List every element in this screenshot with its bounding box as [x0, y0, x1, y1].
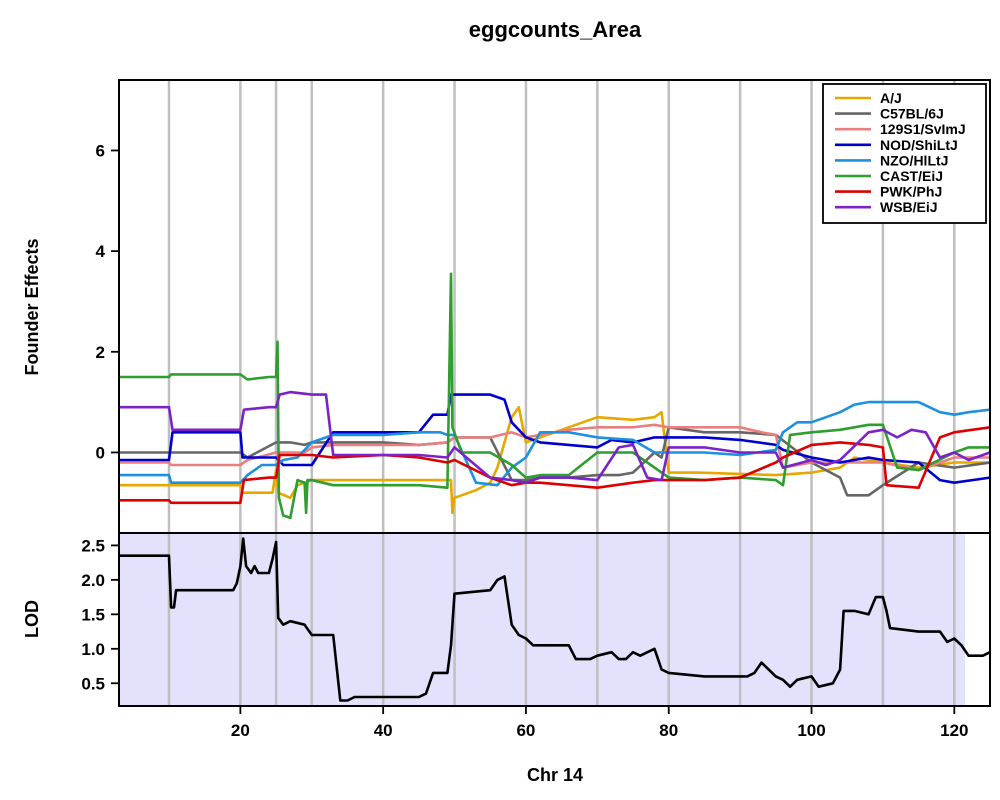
- x-tick-label: 120: [940, 721, 968, 740]
- y-tick-label: 0: [96, 443, 105, 462]
- legend-label-nod-shiltj: NOD/ShiLtJ: [880, 137, 958, 153]
- x-tick-label: 80: [659, 721, 678, 740]
- legend-label-a-j: A/J: [880, 90, 902, 106]
- founder-effect-lines: [119, 272, 990, 520]
- legend: A/JC57BL/6J129S1/SvImJNOD/ShiLtJNZO/HlLt…: [822, 83, 987, 224]
- series-line-pwk-phj: [119, 426, 990, 505]
- legend-label-cast-eij: CAST/EiJ: [880, 168, 943, 184]
- chart-title: eggcounts_Area: [469, 17, 642, 42]
- series-line-cast-eij: [119, 272, 990, 520]
- series-line-c57bl-6j: [119, 426, 990, 497]
- series-line-nod-shiltj: [119, 393, 990, 484]
- x-tick-label: 20: [231, 721, 250, 740]
- legend-box: [822, 83, 987, 224]
- top-y-axis: 0 2 4 6: [96, 141, 119, 462]
- x-axis: 20 40 60 80 100 120: [231, 706, 968, 740]
- bottom-panel-frame: [118, 532, 991, 707]
- series-line-a-j: [119, 405, 990, 515]
- bottom-panel: 0.5 1.0 1.5 2.0 2.5 LOD: [22, 532, 991, 707]
- bottom-y-axis: 0.5 1.0 1.5 2.0 2.5: [81, 536, 119, 693]
- series-line-nzo-hlltj: [119, 400, 990, 487]
- y-tick-label: 0.5: [81, 674, 105, 693]
- legend-label-nzo-hlltj: NZO/HlLtJ: [880, 152, 948, 168]
- legend-label-129s1-svimj: 129S1/SvImJ: [880, 121, 966, 137]
- legend-label-pwk-phj: PWK/PhJ: [880, 184, 942, 200]
- series-line-wsb-eij: [119, 390, 990, 484]
- x-tick-label: 100: [797, 721, 825, 740]
- legend-label-c57bl-6j: C57BL/6J: [880, 106, 944, 122]
- y-tick-label: 6: [96, 141, 105, 160]
- x-axis-label: Chr 14: [527, 765, 583, 785]
- y-tick-label: 1.0: [81, 640, 105, 659]
- y-tick-label: 2: [96, 343, 105, 362]
- lod-line: [119, 537, 990, 702]
- y-tick-label: 2.5: [81, 536, 105, 555]
- y-tick-label: 2.0: [81, 571, 105, 590]
- lod-shaded-region: [119, 533, 966, 706]
- legend-label-wsb-eij: WSB/EiJ: [880, 199, 938, 215]
- y-tick-label: 1.5: [81, 605, 105, 624]
- bottom-y-axis-label: LOD: [22, 600, 42, 638]
- x-tick-label: 40: [374, 721, 393, 740]
- x-tick-label: 60: [516, 721, 535, 740]
- top-y-axis-label: Founder Effects: [22, 238, 42, 375]
- y-tick-label: 4: [96, 242, 106, 261]
- series-line-lod: [119, 537, 990, 702]
